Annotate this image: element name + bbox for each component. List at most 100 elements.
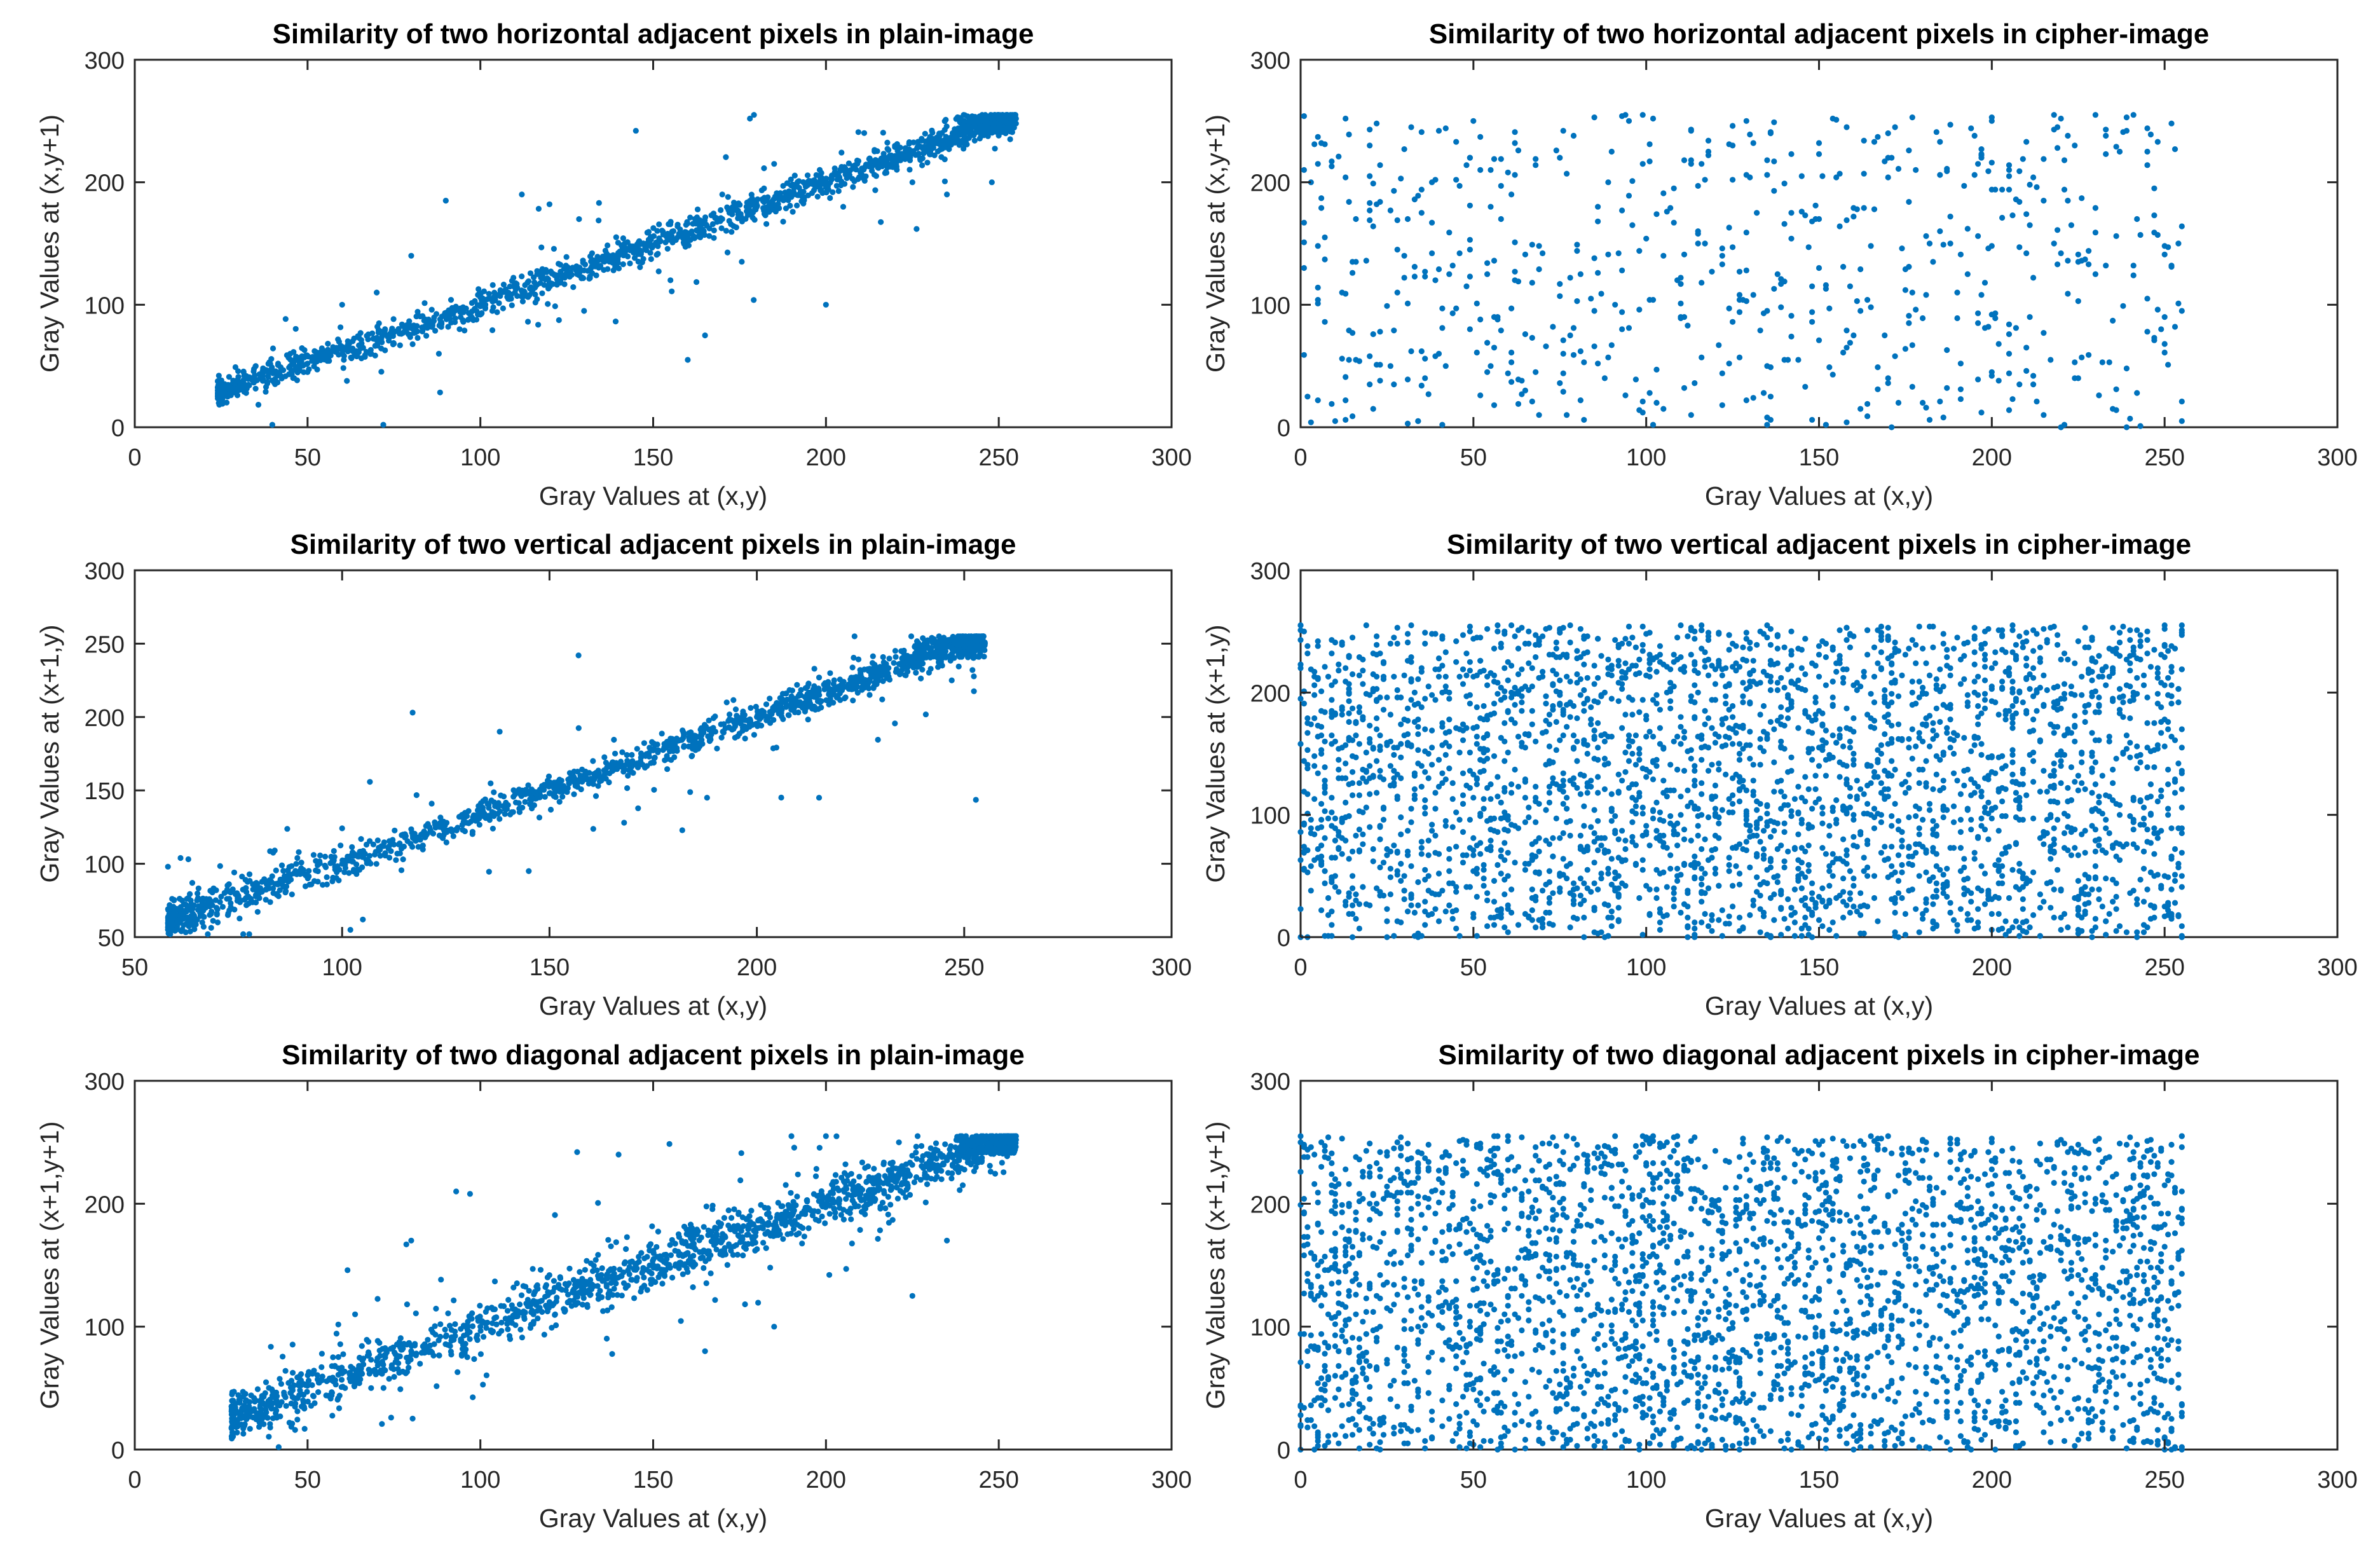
data-point <box>1871 806 1878 812</box>
data-point <box>995 120 1002 127</box>
data-point <box>824 187 831 193</box>
data-point <box>1484 260 1491 266</box>
data-point <box>1985 168 1992 174</box>
data-point <box>519 191 525 198</box>
data-point <box>913 654 920 661</box>
data-point <box>1692 874 1698 881</box>
data-point <box>1895 165 1902 172</box>
data-point <box>1695 823 1701 829</box>
data-point <box>1975 783 1981 790</box>
data-point <box>1370 223 1376 230</box>
data-point <box>1906 198 1912 205</box>
data-point <box>1964 271 1971 277</box>
data-point <box>322 353 328 359</box>
data-point <box>2041 198 2047 204</box>
data-point <box>1988 312 1995 318</box>
data-point <box>382 347 388 353</box>
data-point <box>1740 644 1746 650</box>
data-point <box>1411 196 1418 203</box>
data-point <box>801 194 807 200</box>
data-point <box>1809 806 1816 812</box>
data-point <box>539 266 545 272</box>
data-point <box>992 146 998 152</box>
data-point <box>312 359 318 366</box>
data-point <box>1308 863 1314 869</box>
data-point <box>1387 640 1393 647</box>
data-point <box>2030 373 2037 379</box>
data-point <box>1802 212 1809 219</box>
data-point <box>667 221 674 228</box>
data-point <box>779 713 785 720</box>
data-point <box>1446 271 1453 277</box>
data-point <box>1864 413 1871 420</box>
data-point <box>1508 379 1515 385</box>
data-point <box>1453 844 1460 850</box>
data-point <box>718 207 724 214</box>
data-point <box>322 853 329 860</box>
data-point <box>1581 914 1587 921</box>
data-point <box>2006 321 2013 327</box>
data-point <box>594 256 601 263</box>
data-point <box>365 336 371 343</box>
data-point <box>1374 641 1380 648</box>
data-point <box>338 324 344 331</box>
data-point <box>1477 392 1484 399</box>
data-point <box>1975 233 1981 239</box>
data-point <box>1377 836 1383 842</box>
data-point <box>2161 314 2168 320</box>
data-point <box>703 724 709 730</box>
data-point <box>336 352 342 358</box>
data-point <box>1709 268 1715 275</box>
data-point <box>971 673 977 680</box>
data-point <box>1477 167 1484 173</box>
data-point <box>1422 355 1428 362</box>
data-point <box>667 742 673 748</box>
data-point <box>1954 778 1960 784</box>
data-point <box>1906 313 1912 319</box>
data-point <box>1488 167 1494 173</box>
data-point <box>392 827 398 833</box>
data-point <box>905 664 911 671</box>
data-point <box>1864 401 1871 408</box>
data-point <box>787 696 793 703</box>
data-point <box>1477 316 1484 323</box>
data-point <box>477 301 484 308</box>
data-point <box>778 794 784 801</box>
data-point <box>1809 416 1816 423</box>
data-point <box>2144 827 2151 833</box>
data-point <box>2037 644 2043 650</box>
data-point <box>1380 860 1387 866</box>
data-point <box>1308 888 1314 894</box>
data-point <box>367 346 374 353</box>
data-point <box>2061 186 2068 193</box>
data-point <box>1304 730 1311 736</box>
data-point <box>880 678 886 684</box>
data-point <box>1712 739 1718 746</box>
data-point <box>1843 327 1850 334</box>
data-point <box>643 751 650 758</box>
data-point <box>1484 890 1491 896</box>
data-point <box>1812 202 1819 209</box>
data-point <box>931 636 937 642</box>
data-point <box>1653 828 1660 834</box>
data-point <box>702 214 709 221</box>
data-point <box>899 655 905 662</box>
data-point <box>1481 746 1487 752</box>
data-point <box>1367 353 1373 359</box>
data-point <box>1847 283 1853 289</box>
data-point <box>854 161 861 167</box>
data-point <box>1899 245 1905 252</box>
data-point <box>898 670 904 676</box>
data-point <box>1809 890 1816 896</box>
data-point <box>914 151 920 158</box>
data-point <box>1971 678 1978 685</box>
data-point <box>1560 800 1566 807</box>
data-point <box>2178 849 2185 856</box>
data-point <box>1477 134 1484 140</box>
data-point <box>933 649 939 655</box>
data-point <box>1346 856 1352 862</box>
data-point <box>838 149 845 156</box>
data-point <box>1391 188 1397 194</box>
data-point <box>2178 308 2185 314</box>
data-point <box>579 778 585 785</box>
